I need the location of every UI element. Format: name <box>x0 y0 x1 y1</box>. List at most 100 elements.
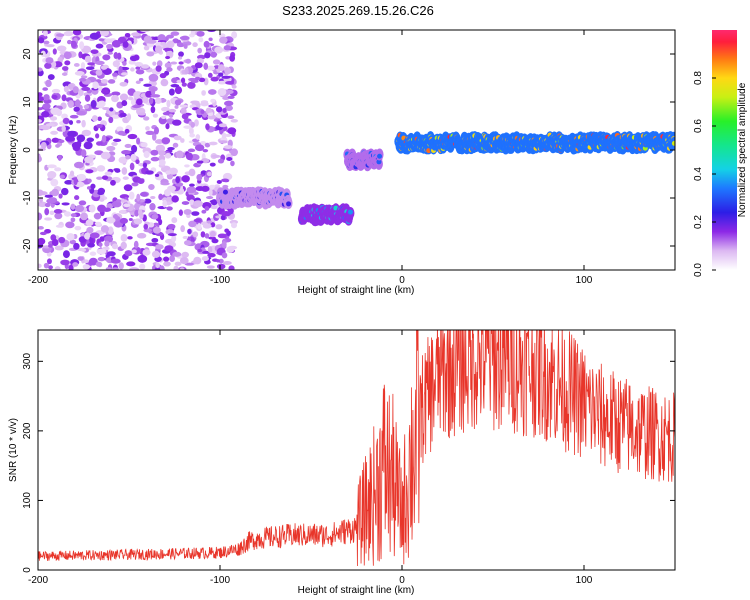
heatmap-cell <box>110 258 121 264</box>
heatmap-cell <box>118 156 128 164</box>
heatmap-cell <box>209 230 216 238</box>
y-tick-label: 20 <box>22 48 33 60</box>
colorbar-tick-label: 0.4 <box>693 167 704 181</box>
heatmap-cell <box>182 235 189 240</box>
heatmap-cell <box>54 167 62 172</box>
heatmap-cell <box>135 66 141 70</box>
heatmap-cell <box>47 170 57 179</box>
heatmap-cell <box>87 178 92 183</box>
heatmap-cell <box>137 254 148 263</box>
heatmap-cell <box>152 113 159 118</box>
heatmap-cell <box>189 199 195 205</box>
heatmap-cell <box>61 187 69 196</box>
heatmap-cell <box>45 44 55 48</box>
heatmap-cell <box>191 211 200 216</box>
heatmap-cell <box>146 51 155 57</box>
heatmap-cell <box>83 104 90 110</box>
heatmap-cell <box>38 37 45 44</box>
heatmap-cell <box>158 159 166 166</box>
heatmap-cell <box>64 180 74 185</box>
heatmap-cell <box>51 188 59 197</box>
heatmap-cell <box>221 252 228 259</box>
heatmap-cell <box>286 201 292 207</box>
heatmap-cell <box>106 251 116 257</box>
heatmap-cell <box>84 55 92 63</box>
heatmap-cell <box>131 182 139 187</box>
heatmap-cell <box>70 40 77 49</box>
heatmap-cell <box>81 86 91 91</box>
heatmap-cell <box>96 141 103 146</box>
heatmap-cell <box>38 197 43 203</box>
heatmap-cell <box>73 161 84 169</box>
heatmap-cell <box>217 233 227 239</box>
heatmap-cell <box>105 267 112 270</box>
heatmap-cell <box>44 208 50 216</box>
heatmap-cell <box>230 148 238 157</box>
heatmap-cell <box>178 61 184 65</box>
heatmap-cell <box>87 242 95 248</box>
heatmap-cell <box>91 115 98 122</box>
heatmap-cell <box>230 118 239 123</box>
heatmap-cell <box>209 162 216 167</box>
heatmap-cell <box>92 81 99 90</box>
heatmap-cell <box>131 32 141 37</box>
heatmap-cell <box>214 46 224 54</box>
heatmap-cell <box>78 88 84 97</box>
heatmap-cell <box>61 94 67 102</box>
heatmap-cell <box>142 162 148 168</box>
heatmap-cell <box>38 154 41 162</box>
heatmap-cell <box>164 152 172 159</box>
heatmap-cell <box>112 138 122 142</box>
heatmap-cell <box>178 209 183 216</box>
heatmap-cell <box>135 69 145 75</box>
heatmap-cell <box>81 129 92 137</box>
heatmap-cell <box>57 154 62 161</box>
heatmap-cell <box>44 194 53 198</box>
heatmap-cell <box>73 63 80 67</box>
heatmap-cell <box>170 31 180 36</box>
heatmap-cell <box>85 219 94 227</box>
heatmap-cell <box>158 150 166 156</box>
heatmap-cell <box>58 236 66 244</box>
heatmap-cell <box>179 267 185 270</box>
heatmap-cell <box>69 239 77 245</box>
heatmap-cell <box>207 72 213 78</box>
heatmap-cell <box>85 66 95 70</box>
heatmap-cell <box>46 258 52 265</box>
heatmap-cell <box>143 45 150 51</box>
heatmap-cell <box>150 156 160 162</box>
heatmap-cell <box>227 115 235 120</box>
heatmap-cell <box>102 106 110 111</box>
heatmap-cell <box>186 186 197 194</box>
heatmap-cell <box>42 103 51 110</box>
heatmap-cell <box>224 228 230 233</box>
heatmap-cell <box>172 142 179 148</box>
heatmap-cell <box>190 121 196 128</box>
heatmap-cell <box>118 66 123 74</box>
x-tick-label: -200 <box>28 275 48 286</box>
heatmap-cell <box>154 45 163 54</box>
heatmap-cell <box>89 32 100 40</box>
heatmap-cell <box>99 30 110 37</box>
heatmap-cell <box>98 100 106 107</box>
heatmap-cell <box>45 79 52 88</box>
heatmap-cell <box>120 233 128 242</box>
heatmap-cell <box>95 261 102 267</box>
heatmap-cell <box>121 100 128 107</box>
heatmap-cell <box>192 231 199 238</box>
heatmap-cell <box>125 155 131 160</box>
heatmap-cell <box>90 49 99 54</box>
heatmap-cell <box>184 67 189 75</box>
heatmap-cell <box>96 123 103 129</box>
heatmap-cell <box>224 105 233 111</box>
heatmap-cell <box>90 100 97 109</box>
colorbar-label: Normalized spectral amplitude <box>737 82 748 217</box>
heatmap-cell <box>227 95 235 100</box>
heatmap-cell <box>224 100 234 107</box>
heatmap-cell <box>61 113 68 120</box>
heatmap-cell <box>38 119 42 123</box>
heatmap-cell <box>201 209 207 214</box>
heatmap-cell <box>127 236 133 240</box>
heatmap-cell <box>377 153 383 159</box>
